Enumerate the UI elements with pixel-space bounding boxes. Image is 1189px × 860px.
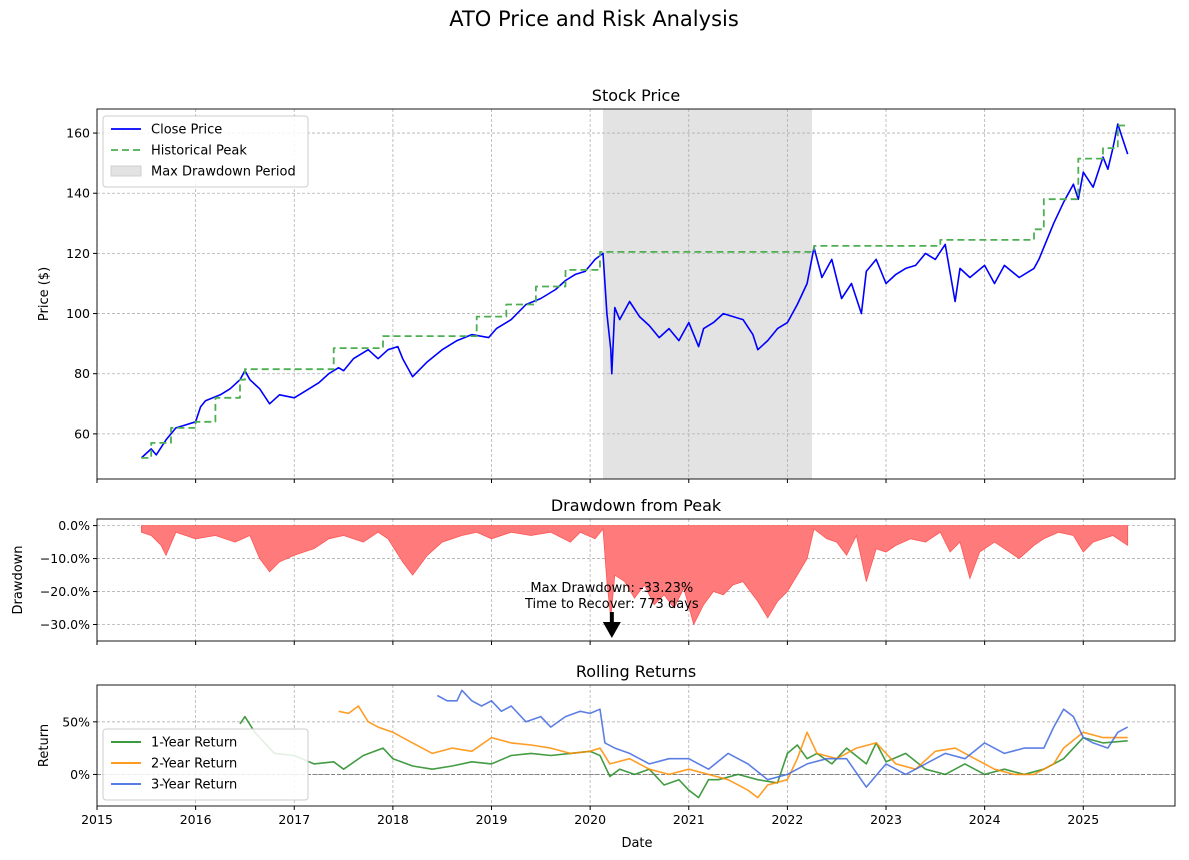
- y-tick-label: 100: [66, 306, 90, 321]
- x-tick-label: 2024: [969, 812, 1001, 827]
- y-tick-label: 120: [66, 246, 90, 261]
- legend-box: [102, 115, 309, 188]
- x-tick-label: 2022: [771, 812, 803, 827]
- 3-year-return-line: [436, 689, 1129, 788]
- y-tick-label: 0.0%: [58, 518, 90, 533]
- legend-patch: [110, 165, 142, 177]
- axes-frame: [96, 684, 1176, 807]
- 2-year-return-line: [338, 705, 1128, 799]
- x-tick-label: 2025: [1067, 812, 1099, 827]
- y-tick-label: −10.0%: [40, 551, 90, 566]
- x-tick-label: 2017: [278, 812, 310, 827]
- legend-label: 1-Year Return: [151, 736, 237, 751]
- recovery-time-annotation: Time to Recover: 773 days: [524, 597, 699, 612]
- x-axis-label: Date: [621, 836, 652, 851]
- max-drawdown-annotation: Max Drawdown: -33.23%: [530, 581, 693, 596]
- max-drawdown-shading: [602, 109, 813, 479]
- axes-frame: [96, 108, 1176, 480]
- y-tick-label: −20.0%: [40, 584, 90, 599]
- y-tick-label: 80: [74, 366, 90, 381]
- x-tick-label: 2018: [377, 812, 409, 827]
- legend-box: [102, 728, 309, 801]
- drawdown-title: Drawdown from Peak: [551, 496, 722, 515]
- legend-label: 3-Year Return: [151, 778, 237, 793]
- x-tick-label: 2016: [180, 812, 212, 827]
- x-tick-label: 2023: [870, 812, 902, 827]
- y-tick-label: 140: [66, 186, 90, 201]
- close-price-line: [140, 123, 1129, 459]
- drawdown-area: [141, 525, 1129, 626]
- stock-price-title: Stock Price: [592, 86, 680, 105]
- historical-peak-line: [141, 124, 1128, 459]
- figure-title: ATO Price and Risk Analysis: [449, 7, 739, 31]
- x-tick-label: 2021: [673, 812, 705, 827]
- axes-frame: [96, 518, 1176, 642]
- legend-label: Close Price: [151, 123, 222, 138]
- y-tick-label: 50%: [62, 714, 90, 729]
- drawdown-y-label: Drawdown: [11, 545, 26, 614]
- x-tick-label: 2020: [574, 812, 606, 827]
- price-y-label: Price ($): [37, 267, 52, 321]
- legend-label: Max Drawdown Period: [151, 165, 296, 180]
- legend-label: 2-Year Return: [151, 757, 237, 772]
- y-tick-label: 0%: [70, 767, 90, 782]
- y-tick-label: −30.0%: [40, 617, 90, 632]
- annotation-arrow-head: [602, 622, 621, 638]
- return-y-label: Return: [37, 724, 52, 767]
- stock-price-panel: Stock Price 60 80 100 120 140 160 Price ($) Clos…: [37, 86, 1176, 483]
- 1-year-return-line: [239, 715, 1128, 799]
- legend-label: Historical Peak: [151, 144, 247, 159]
- y-tick-label: 160: [66, 126, 90, 141]
- x-tick-label: 2019: [476, 812, 508, 827]
- drawdown-panel: Drawdown from Peak 0.0% −10.0% −20.0% −30.0%…: [11, 496, 1176, 645]
- rolling-returns-title: Rolling Returns: [576, 662, 696, 681]
- y-tick-label: 60: [74, 426, 90, 441]
- rolling-returns-panel: Rolling Returns 0% 50% 2015 2016 2017 2018 2019…: [37, 662, 1176, 827]
- x-tick-label: 2015: [81, 812, 113, 827]
